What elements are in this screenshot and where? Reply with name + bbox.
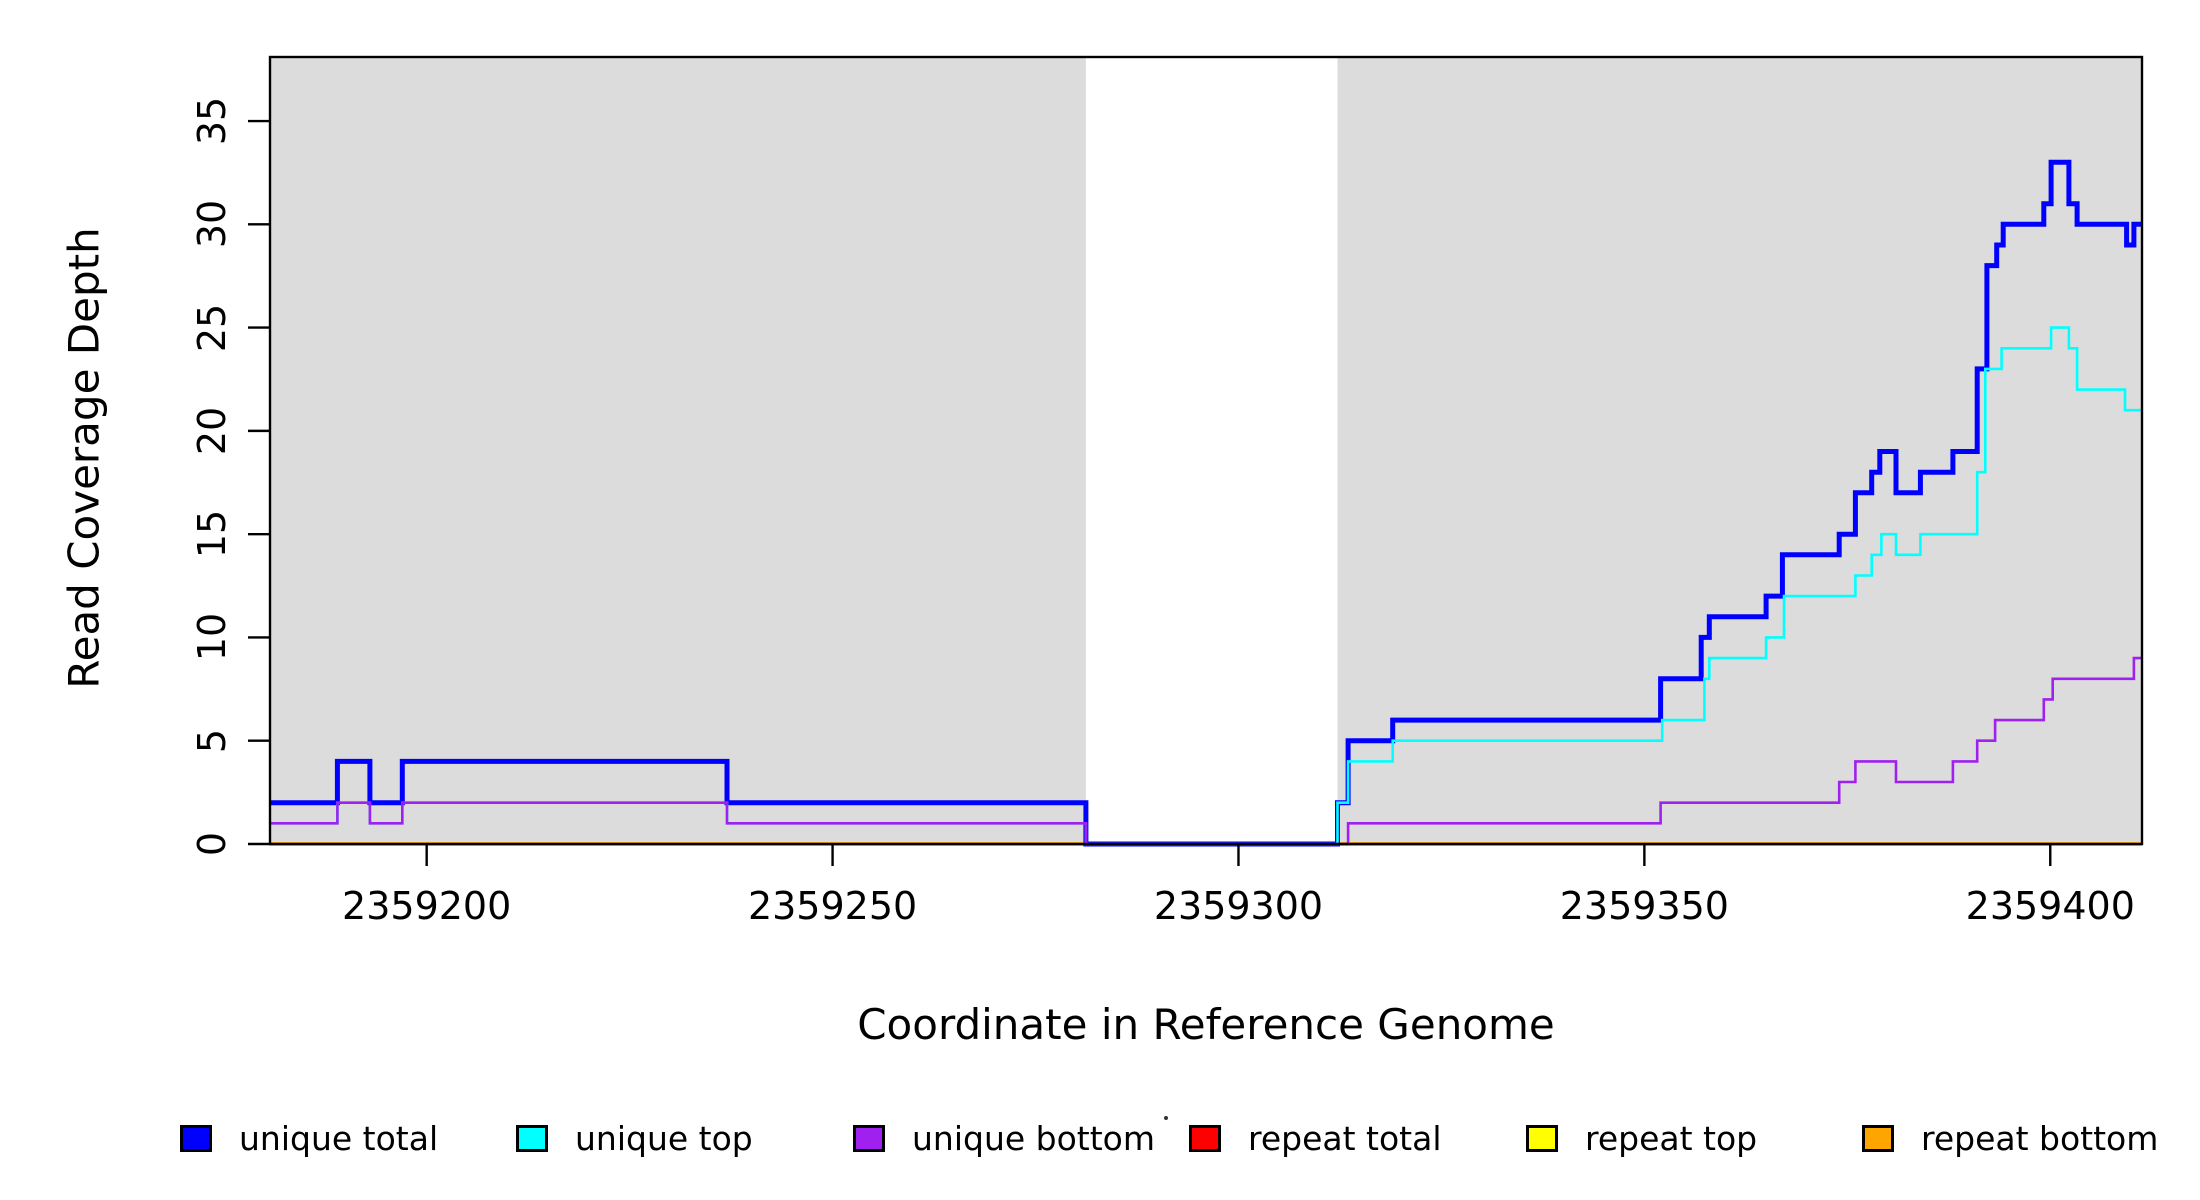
x-tick-label: 2359300 [1153, 884, 1324, 928]
x-tick-label: 2359350 [1559, 884, 1729, 928]
repeat-total-swatch-icon [1189, 1125, 1221, 1152]
stray-dot [1164, 1116, 1168, 1120]
unique-top-swatch-icon [516, 1125, 548, 1152]
shaded-region [270, 57, 1086, 844]
unique-bottom-swatch-icon [853, 1125, 885, 1152]
x-axis-title: Coordinate in Reference Genome [857, 1000, 1555, 1049]
y-tick-label: 0 [190, 831, 234, 857]
legend-label: unique bottom [912, 1119, 1156, 1158]
y-tick-label: 30 [190, 200, 234, 249]
repeat-bottom-swatch-icon [1862, 1125, 1894, 1152]
legend-label: repeat total [1248, 1119, 1442, 1158]
legend-label: repeat bottom [1921, 1119, 2159, 1158]
unique-total-swatch-icon [180, 1125, 212, 1152]
x-tick-label: 2359200 [342, 884, 512, 928]
shaded-region [1337, 57, 2142, 844]
y-tick-label: 20 [190, 406, 234, 456]
legend-item-repeat-top: repeat top [1526, 1119, 1757, 1158]
plot-border [268, 55, 2144, 846]
y-tick-label: 5 [190, 728, 234, 753]
legend-item-unique-top: unique top [516, 1119, 753, 1158]
legend-item-repeat-total: repeat total [1189, 1119, 1442, 1158]
legend-label: repeat top [1585, 1119, 1758, 1158]
y-tick-label: 15 [190, 509, 234, 559]
legend-item-unique-bottom: unique bottom [853, 1119, 1155, 1158]
y-tick-label: 10 [190, 613, 234, 662]
y-tick-label: 25 [190, 303, 234, 352]
x-tick-label: 2359250 [747, 884, 918, 928]
legend-label: unique top [575, 1119, 753, 1158]
legend-item-unique-total: unique total [180, 1119, 438, 1158]
y-tick-label: 35 [190, 96, 234, 146]
x-tick-label: 2359400 [1965, 884, 2135, 928]
series-line-unique-bottom [270, 656, 2142, 846]
legend-label: unique total [239, 1119, 439, 1158]
repeat-top-swatch-icon [1526, 1125, 1558, 1152]
legend-item-repeat-bottom: repeat bottom [1862, 1119, 2158, 1158]
y-axis-title: Read Coverage Depth [59, 227, 109, 689]
